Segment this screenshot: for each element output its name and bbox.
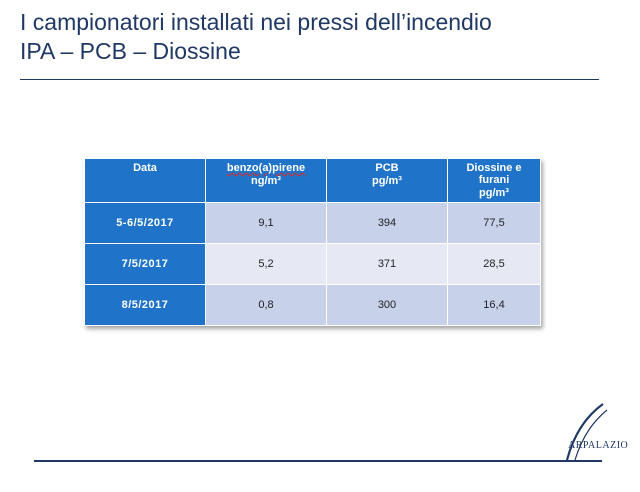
footer-divider <box>34 460 602 462</box>
cell-pcb: 394 <box>326 202 448 244</box>
row-date: 5-6/5/2017 <box>84 202 206 244</box>
table-row: 7/5/2017 5,2 371 28,5 <box>84 243 541 285</box>
measurements-table: Data benzo(a)pirene ng/m³ PCB pg/m³ Dios… <box>84 158 541 326</box>
header-benzo-a-pirene: benzo(a)pirene ng/m³ <box>205 158 327 203</box>
header-data: Data <box>84 158 206 203</box>
header-unit: ng/m³ <box>251 175 281 187</box>
header-label: Data <box>133 162 157 174</box>
header-unit: pg/m³ <box>479 187 509 199</box>
cell-benzo: 0,8 <box>205 284 327 326</box>
page-title: I campionatori installati nei pressi del… <box>20 8 492 66</box>
cell-pcb: 300 <box>326 284 448 326</box>
header-label: benzo(a)pirene <box>226 162 306 174</box>
header-label: PCB <box>375 162 399 174</box>
table-row: 8/5/2017 0,8 300 16,4 <box>84 284 541 326</box>
logo-text: ARPALAZIO <box>568 440 629 451</box>
header-unit: pg/m³ <box>372 175 402 187</box>
cell-diossine: 77,5 <box>447 202 541 244</box>
title-divider <box>20 79 599 80</box>
header-diossine-furani: Diossine e furani pg/m³ <box>447 158 541 203</box>
cell-diossine: 28,5 <box>447 243 541 285</box>
cell-benzo: 5,2 <box>205 243 327 285</box>
cell-benzo: 9,1 <box>205 202 327 244</box>
title-line-2: IPA – PCB – Diossine <box>20 38 241 64</box>
row-date: 8/5/2017 <box>84 284 206 326</box>
arpa-lazio-logo-icon <box>565 403 608 461</box>
table-header-row: Data benzo(a)pirene ng/m³ PCB pg/m³ Dios… <box>84 158 541 203</box>
cell-diossine: 16,4 <box>447 284 541 326</box>
table-row: 5-6/5/2017 9,1 394 77,5 <box>84 202 541 244</box>
title-line-1: I campionatori installati nei pressi del… <box>20 9 492 35</box>
header-pcb: PCB pg/m³ <box>326 158 448 203</box>
cell-pcb: 371 <box>326 243 448 285</box>
row-date: 7/5/2017 <box>84 243 206 285</box>
header-label: Diossine e furani <box>466 162 522 186</box>
